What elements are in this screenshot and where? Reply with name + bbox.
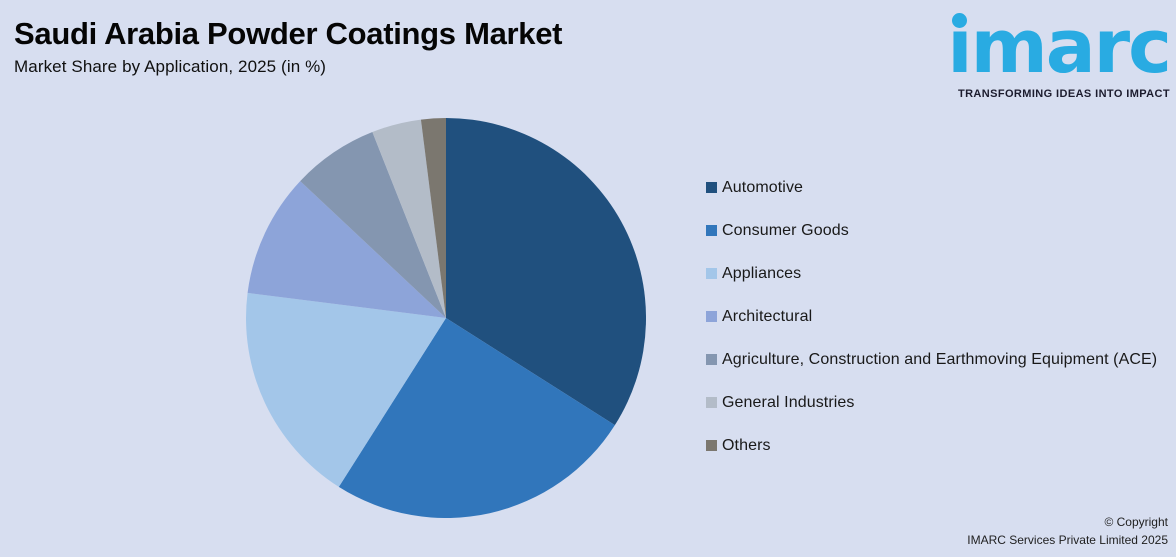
header: Saudi Arabia Powder Coatings Market Mark…: [14, 16, 563, 77]
copyright-line1: © Copyright: [1104, 515, 1168, 529]
logo-wordmark-text: ımarc: [947, 4, 1172, 90]
legend-label-architectural: Architectural: [722, 308, 813, 325]
legend-label-others: Others: [722, 437, 771, 454]
logo-i-dot-icon: [952, 13, 968, 28]
logo-wordmark: ımarc: [947, 6, 1172, 86]
pie-slice-architectural: [247, 181, 446, 318]
page-title: Saudi Arabia Powder Coatings Market: [14, 16, 563, 51]
copyright-line2: IMARC Services Private Limited 2025: [967, 532, 1168, 547]
legend-item-architectural: Architectural: [706, 306, 812, 328]
copyright: © Copyright IMARC Services Private Limit…: [967, 514, 1168, 549]
legend-item-ace: Agriculture, Construction and Earthmovin…: [706, 349, 1157, 371]
legend-item-consumer-goods: Consumer Goods: [706, 220, 849, 242]
legend-label-ace: Agriculture, Construction and Earthmovin…: [722, 351, 1158, 368]
legend-item-appliances: Appliances: [706, 263, 801, 285]
legend-item-others: Others: [706, 435, 771, 457]
pie-slice-appliances: [246, 292, 446, 487]
legend-swatch-architectural: [706, 311, 717, 322]
page-subtitle: Market Share by Application, 2025 (in %): [14, 56, 327, 76]
legend-swatch-automotive: [706, 182, 717, 193]
legend-label-automotive: Automotive: [722, 179, 804, 196]
pie-slice-general-industries: [372, 119, 446, 318]
legend-swatch-general-industries: [706, 397, 717, 408]
legend-label-appliances: Appliances: [722, 265, 802, 282]
legend-swatch-appliances: [706, 268, 717, 279]
legend-label-consumer-goods: Consumer Goods: [722, 222, 849, 239]
pie-chart: [246, 118, 646, 518]
legend-item-general-industries: General Industries: [706, 392, 855, 414]
pie-slice-agriculture-construction-and-earthmoving-equipment-ace: [300, 132, 446, 318]
legend-swatch-consumer-goods: [706, 225, 717, 236]
logo-tagline: TRANSFORMING IDEAS INTO IMPACT: [957, 88, 1170, 101]
pie-slice-automotive: [446, 118, 646, 426]
pie-slice-others: [420, 118, 446, 318]
pie-chart-area: [246, 118, 646, 518]
legend-item-automotive: Automotive: [706, 177, 803, 199]
legend-label-general-industries: General Industries: [722, 394, 855, 411]
legend-swatch-others: [706, 440, 717, 451]
imarc-logo: ımarc TRANSFORMING IDEAS INTO IMPACT: [947, 6, 1172, 101]
legend-swatch-ace: [706, 354, 717, 365]
pie-slice-consumer-goods: [338, 318, 615, 518]
